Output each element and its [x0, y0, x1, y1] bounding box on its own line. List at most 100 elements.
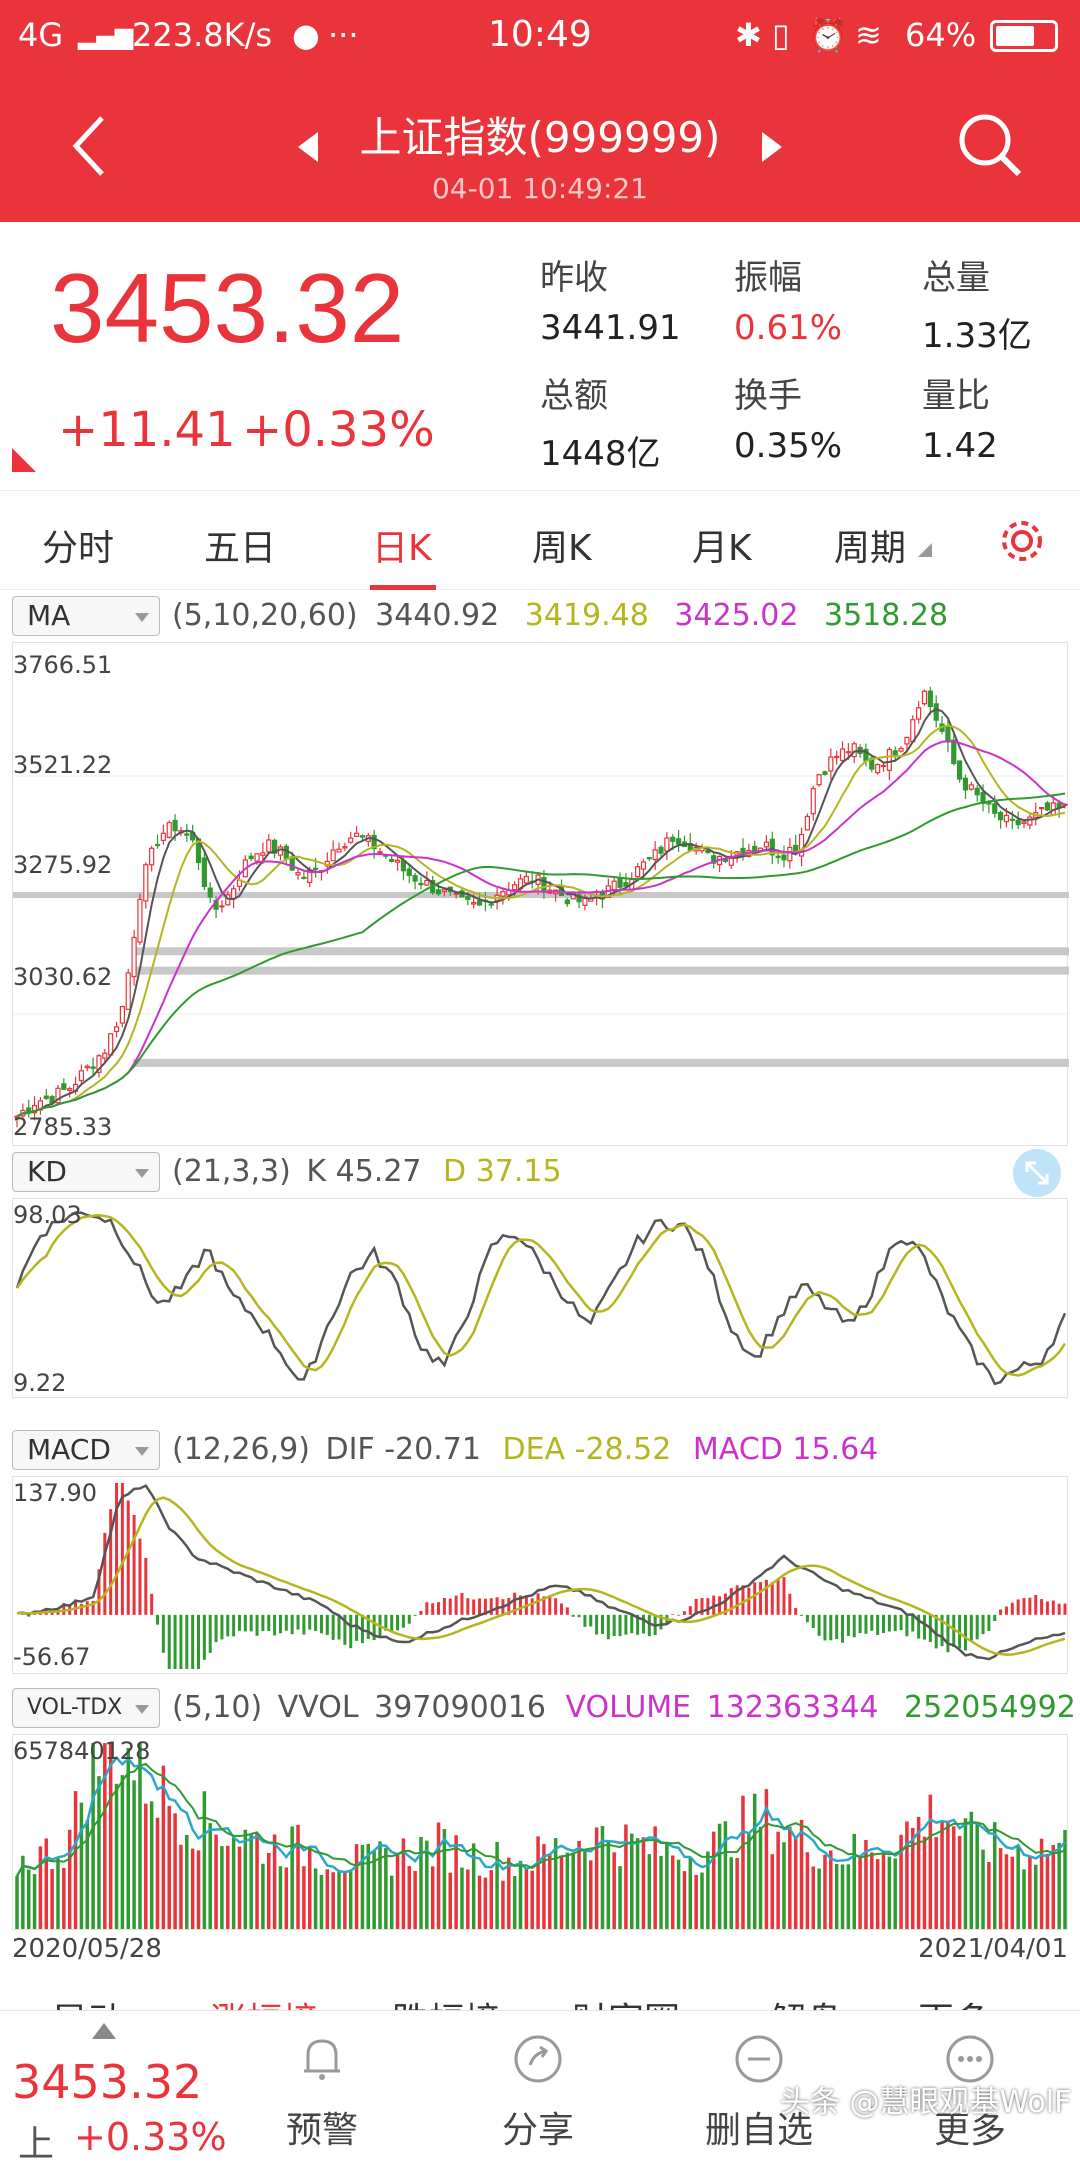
- kd-ytick-1: 9.22: [13, 1369, 67, 1397]
- candle-body: [997, 811, 1004, 821]
- macd-indicator-selector[interactable]: MACD: [12, 1430, 160, 1470]
- candle-body: [272, 839, 278, 854]
- dea-line: [16, 1496, 1066, 1656]
- collapse-up-icon[interactable]: [92, 2023, 116, 2039]
- back-icon[interactable]: [70, 114, 110, 178]
- vol-ytick-0: 657840128: [13, 1737, 151, 1765]
- nav-more[interactable]: 更多: [910, 2031, 1030, 2161]
- kd-ytick-0: 98.03: [13, 1201, 82, 1229]
- candle-body: [435, 889, 442, 895]
- macd-panel[interactable]: 137.90 -56.67: [12, 1476, 1068, 1674]
- dea-label: DEA: [502, 1432, 566, 1467]
- candle-body: [207, 887, 213, 898]
- ma-indicator-selector[interactable]: MA: [12, 596, 160, 636]
- status-bar: 4G ▂▄▆ 223.8K/s ● ··· 10:49 ✱ ▯ ⏰ ≋ 64%: [0, 0, 1080, 72]
- ma-line: [16, 707, 1066, 1118]
- news-tab[interactable]: 异动: [52, 1992, 124, 2012]
- ma10-value: 3419.48: [524, 598, 649, 633]
- kd-panel[interactable]: 98.03 9.22: [12, 1198, 1068, 1398]
- candle-body: [184, 833, 190, 836]
- ma-line: [16, 724, 1066, 1118]
- ma-line: [16, 740, 1066, 1118]
- tab-daily-k[interactable]: 日K: [372, 528, 432, 569]
- vol-params: (5,10): [172, 1690, 263, 1725]
- candle-body: [219, 905, 225, 908]
- candle-body: [962, 777, 969, 791]
- news-tab[interactable]: 财富圈: [572, 1992, 680, 2012]
- price-change: +11.41: [58, 402, 236, 458]
- ma-line: [16, 792, 1066, 1118]
- next-stock-icon[interactable]: [760, 132, 782, 162]
- candle-body: [330, 849, 336, 862]
- news-tab[interactable]: 跌幅榜: [392, 1992, 500, 2012]
- search-icon[interactable]: [955, 110, 1025, 180]
- candle-body: [119, 1006, 125, 1024]
- expand-icon[interactable]: [1012, 1148, 1062, 1198]
- ma-ytick-1: 3521.22: [13, 751, 113, 779]
- macd-legend-row: MACD (12,26,9) DIF -20.71 DEA -28.52 MAC…: [0, 1424, 1080, 1476]
- k-label: K: [306, 1154, 327, 1189]
- candle-body: [125, 972, 131, 1010]
- candle-body: [892, 750, 898, 756]
- candle-body: [348, 837, 354, 843]
- candle-body: [312, 867, 319, 870]
- candle-body: [617, 878, 623, 888]
- nav-remove-watchlist[interactable]: 删自选: [684, 2031, 834, 2161]
- nav-alert[interactable]: 预警: [262, 2031, 382, 2161]
- more-icon: [946, 2035, 994, 2083]
- vol-indicator-selector[interactable]: VOL-TDX: [12, 1688, 160, 1728]
- vvol-label: VVOL: [277, 1690, 359, 1725]
- news-tab[interactable]: 解盘: [770, 1992, 842, 2012]
- tab-five-day[interactable]: 五日: [204, 528, 277, 569]
- candle-body: [78, 1070, 85, 1082]
- candle-body: [96, 1055, 102, 1073]
- candle-body: [406, 868, 412, 876]
- kd-legend-row: KD (21,3,3) K 45.27 D 37.15: [0, 1146, 1080, 1198]
- nav-label: 预警: [285, 2110, 358, 2151]
- news-tab[interactable]: 更多: [918, 1992, 990, 2012]
- active-tab-underline: [370, 585, 436, 590]
- candle-body: [775, 855, 781, 859]
- ma20-value: 3425.02: [674, 598, 799, 633]
- bluetooth-icon: ✱: [735, 16, 762, 54]
- candle-body: [289, 856, 295, 871]
- tab-monthly-k[interactable]: 月K: [692, 528, 752, 569]
- candle-body: [1021, 821, 1027, 824]
- candle-body: [828, 756, 834, 772]
- volume-panel[interactable]: 657840128: [12, 1734, 1068, 1930]
- stat-label: 量比: [922, 376, 990, 416]
- kd-indicator-selector[interactable]: KD: [12, 1152, 160, 1192]
- volume-value: 132363344: [706, 1690, 879, 1725]
- nav-share[interactable]: 分享: [478, 2031, 598, 2161]
- minus-circle-icon: [735, 2035, 783, 2083]
- kline-panel[interactable]: 3766.51 3521.22 3275.92 3030.62 2785.33: [12, 642, 1069, 1146]
- candle-body: [359, 835, 366, 838]
- settings-gear-icon[interactable]: [996, 515, 1048, 567]
- news-tab[interactable]: 涨幅榜: [210, 1992, 318, 2012]
- candle-body: [880, 764, 887, 768]
- stats-grid: 昨收 3441.91 振幅 0.61% 总量 1.33亿 总额 1448亿 换手…: [540, 250, 1080, 474]
- battery-label: 64%: [905, 16, 977, 54]
- candle-body: [804, 815, 810, 831]
- candle-body: [500, 891, 506, 897]
- tab-period[interactable]: 周期: [834, 528, 907, 569]
- d-line: [15, 1213, 1067, 1377]
- app-header: 上证指数(999999) 04-01 10:49:21: [0, 72, 1080, 222]
- ma-params: (5,10,20,60): [172, 598, 358, 633]
- candle-body: [476, 900, 483, 906]
- candle-body: [512, 884, 518, 891]
- prev-stock-icon[interactable]: [298, 132, 320, 162]
- candle-body: [1009, 818, 1015, 821]
- stat-value: 1448亿: [540, 434, 661, 474]
- candle-body: [1027, 816, 1033, 826]
- candle-body: [951, 739, 957, 765]
- tab-intraday[interactable]: 分时: [42, 528, 115, 569]
- period-tabs: 分时 五日 日K 周K 月K 周期: [0, 490, 1080, 590]
- candle-body: [834, 755, 840, 759]
- candle-body: [336, 848, 342, 853]
- tab-weekly-k[interactable]: 周K: [532, 528, 592, 569]
- candle-body: [394, 859, 401, 863]
- corner-marker-icon: [12, 448, 36, 472]
- candle-body: [377, 851, 383, 854]
- candle-body: [658, 846, 664, 854]
